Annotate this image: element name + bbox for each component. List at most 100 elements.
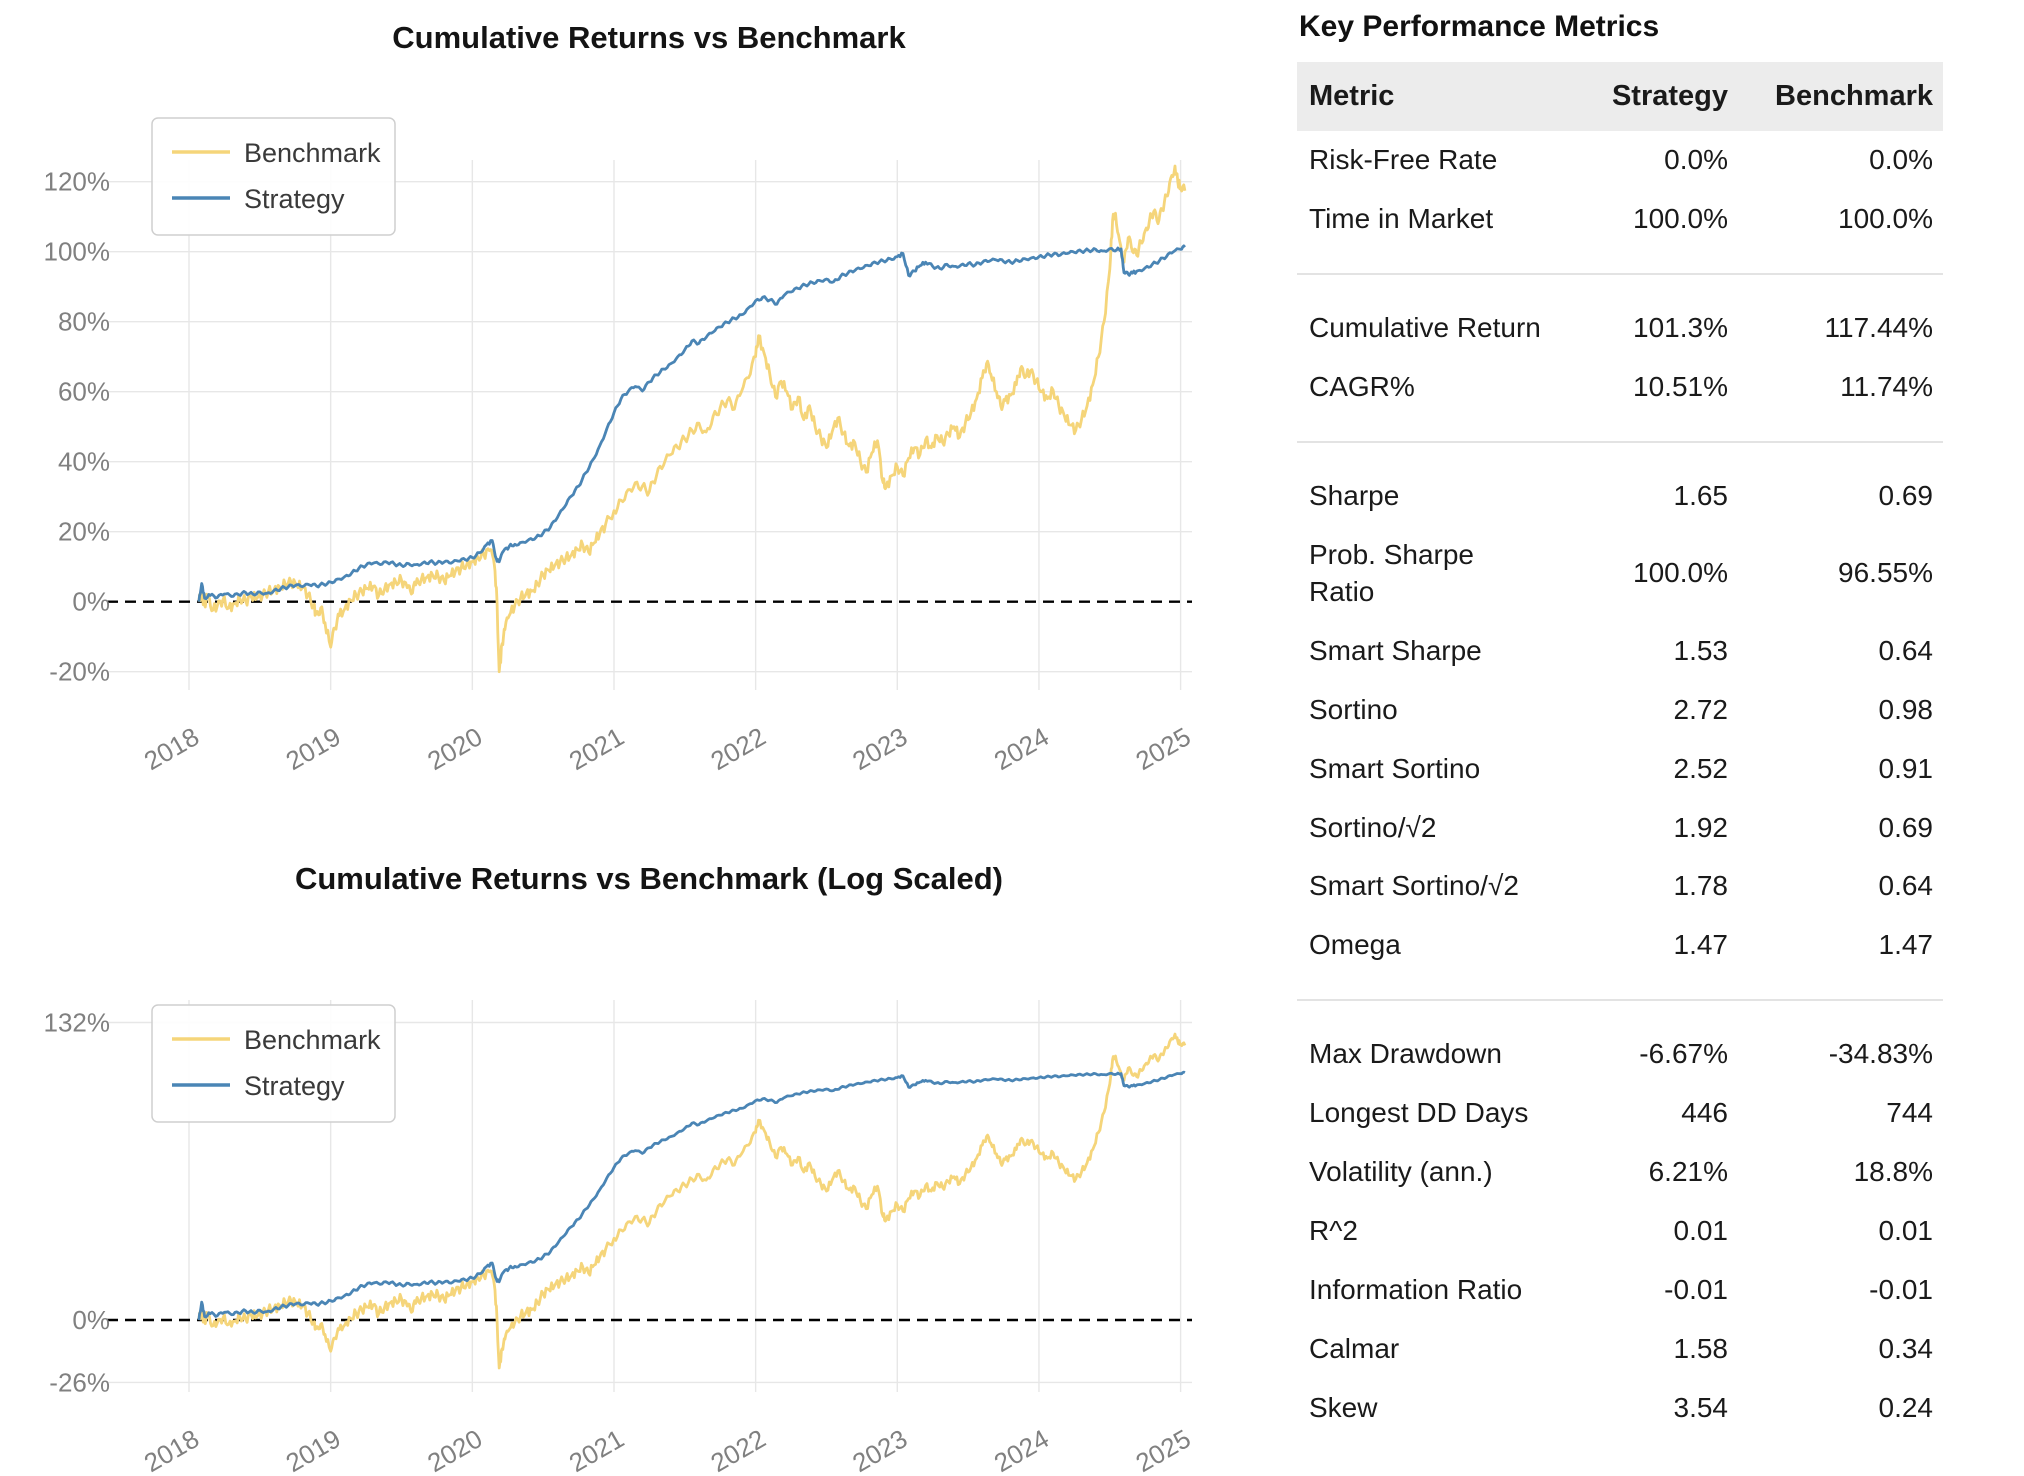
metric-row: Information Ratio -0.01 -0.01 xyxy=(1297,1261,1943,1320)
metric-benchmark-value: 0.91 xyxy=(1878,752,1934,784)
x-tick-label: 2025 xyxy=(1131,721,1196,776)
strategy-line xyxy=(197,244,1186,602)
metric-benchmark-value: 1.47 xyxy=(1878,929,1934,961)
metric-strategy-value: 1.65 xyxy=(1673,479,1729,511)
metric-row: Sortino 2.72 0.98 xyxy=(1297,681,1943,740)
metric-strategy-value: 101.3% xyxy=(1633,311,1728,343)
strategy-line xyxy=(197,1070,1186,1321)
legend-box xyxy=(151,1004,396,1123)
metric-row: Smart Sortino/√2 1.78 0.64 xyxy=(1297,857,1943,916)
metric-row: Risk-Free Rate 0.0% 0.0% xyxy=(1297,131,1943,190)
metric-row: Smart Sortino 2.52 0.91 xyxy=(1297,740,1943,799)
metrics-header-metric: Metric xyxy=(1309,80,1395,112)
metric-row: CAGR% 10.51% 11.74% xyxy=(1297,358,1943,417)
metric-strategy-value: 1.47 xyxy=(1673,929,1729,961)
metric-row: Cumulative Return 101.3% 117.44% xyxy=(1297,299,1943,358)
metric-label: Sortino/√2 xyxy=(1309,811,1437,843)
metric-benchmark-value: 96.55% xyxy=(1838,557,1933,589)
chart-1: 132% 0% -26% 2018 2019 2020 2021 2022 2023 2024 20… xyxy=(44,861,1196,1476)
metric-label: Smart Sortino/√2 xyxy=(1309,870,1519,902)
x-tick-label: 2018 xyxy=(139,721,204,776)
metric-benchmark-value: 0.64 xyxy=(1878,634,1934,666)
metric-label: Time in Market xyxy=(1309,202,1494,234)
metric-benchmark-value: 11.74% xyxy=(1840,370,1933,402)
chart-0: 120% 100% 80% 60% 40% 20% 0% -20% 2018 2019 2020 20… xyxy=(44,20,1196,776)
section-divider xyxy=(1297,272,1943,275)
y-tick-label: 40% xyxy=(58,447,110,477)
benchmark-line xyxy=(197,164,1187,674)
x-tick-label: 2023 xyxy=(847,1423,912,1476)
metric-row: Time in Market 100.0% 100.0% xyxy=(1297,190,1943,249)
metric-strategy-value: -0.01 xyxy=(1664,1274,1728,1306)
chart-title: Cumulative Returns vs Benchmark xyxy=(392,20,906,55)
metric-label: Calmar xyxy=(1309,1333,1400,1365)
metric-strategy-value: 0.01 xyxy=(1673,1215,1729,1247)
metric-benchmark-value: 0.34 xyxy=(1878,1333,1934,1365)
metric-row: Longest DD Days 446 744 xyxy=(1297,1084,1943,1143)
section-divider xyxy=(1297,440,1943,443)
metric-label: R^2 xyxy=(1309,1215,1358,1247)
legend-label: Benchmark xyxy=(244,1025,381,1055)
x-tick-label: 2022 xyxy=(706,721,771,776)
y-tick-label: 100% xyxy=(44,237,111,267)
metrics-header-row: Metric Strategy Benchmark xyxy=(1297,62,1943,131)
metric-strategy-value: 0.0% xyxy=(1664,144,1728,175)
metric-label: Risk-Free Rate xyxy=(1309,144,1498,175)
metric-label: Skew xyxy=(1309,1392,1378,1424)
metric-strategy-value: 10.51% xyxy=(1633,370,1728,402)
x-tick-label: 2018 xyxy=(139,1423,204,1476)
metric-label: Information Ratio xyxy=(1309,1274,1523,1306)
metric-benchmark-value: 100.0% xyxy=(1838,202,1933,234)
metric-label: Sortino xyxy=(1309,693,1398,725)
metric-strategy-value: 6.21% xyxy=(1648,1156,1728,1188)
metric-label: Smart Sharpe xyxy=(1309,634,1482,666)
y-tick-label: 80% xyxy=(58,307,110,337)
x-tick-label: 2021 xyxy=(564,1423,629,1476)
metrics-header-benchmark: Benchmark xyxy=(1775,80,1933,112)
metric-benchmark-value: -0.01 xyxy=(1869,1274,1933,1306)
metric-row: Calmar 1.58 0.34 xyxy=(1297,1320,1943,1379)
metric-benchmark-value: 0.0% xyxy=(1869,144,1933,175)
key-performance-metrics-panel: Key Performance Metrics Metric Strategy … xyxy=(1297,10,1943,1438)
returns-charts-canvas: 120% 100% 80% 60% 40% 20% 0% -20% 2018 2019 2020 20… xyxy=(44,20,1196,1476)
metric-benchmark-value: 0.69 xyxy=(1878,811,1934,843)
metric-benchmark-value: 0.01 xyxy=(1878,1215,1934,1247)
y-tick-label: 132% xyxy=(44,1008,111,1038)
metric-label: Prob. Sharpe Ratio xyxy=(1309,538,1474,607)
y-tick-label: 120% xyxy=(44,167,111,197)
metrics-header-strategy: Strategy xyxy=(1611,80,1728,112)
metric-label: Max Drawdown xyxy=(1309,1038,1502,1070)
x-tick-label: 2019 xyxy=(281,1423,346,1476)
y-tick-label: 0% xyxy=(72,587,110,617)
metric-label: Volatility (ann.) xyxy=(1309,1156,1493,1188)
y-tick-label: 0% xyxy=(72,1305,110,1335)
metric-label: CAGR% xyxy=(1309,370,1415,402)
benchmark-line xyxy=(197,1032,1187,1370)
x-tick-label: 2025 xyxy=(1131,1423,1196,1476)
y-tick-label: -26% xyxy=(49,1367,110,1397)
metric-strategy-value: 2.52 xyxy=(1673,752,1729,784)
x-tick-label: 2021 xyxy=(564,721,629,776)
metric-label: Smart Sortino xyxy=(1309,752,1481,784)
x-tick-label: 2022 xyxy=(706,1423,771,1476)
metric-row: R^2 0.01 0.01 xyxy=(1297,1202,1943,1261)
metric-row: Skew 3.54 0.24 xyxy=(1297,1379,1943,1438)
metric-strategy-value: -6.67% xyxy=(1639,1038,1728,1070)
metric-row: Volatility (ann.) 6.21% 18.8% xyxy=(1297,1143,1943,1202)
legend-label: Benchmark xyxy=(244,138,381,168)
metric-label: Sharpe xyxy=(1309,479,1400,511)
metric-strategy-value: 100.0% xyxy=(1633,202,1728,234)
metric-row: Prob. Sharpe Ratio 100.0% 96.55% xyxy=(1297,526,1943,622)
metrics-title: Key Performance Metrics xyxy=(1299,10,1660,43)
metric-benchmark-value: -34.83% xyxy=(1828,1038,1933,1070)
section-divider xyxy=(1297,999,1943,1002)
metric-benchmark-value: 18.8% xyxy=(1853,1156,1933,1188)
metric-benchmark-value: 0.24 xyxy=(1878,1392,1934,1424)
metric-strategy-value: 1.78 xyxy=(1673,870,1729,902)
metric-benchmark-value: 117.44% xyxy=(1824,311,1933,343)
x-tick-label: 2023 xyxy=(847,721,912,776)
metric-strategy-value: 3.54 xyxy=(1673,1392,1729,1424)
metric-row: Omega 1.47 1.47 xyxy=(1297,916,1943,975)
x-tick-label: 2024 xyxy=(989,1423,1054,1476)
metric-strategy-value: 1.92 xyxy=(1673,811,1729,843)
